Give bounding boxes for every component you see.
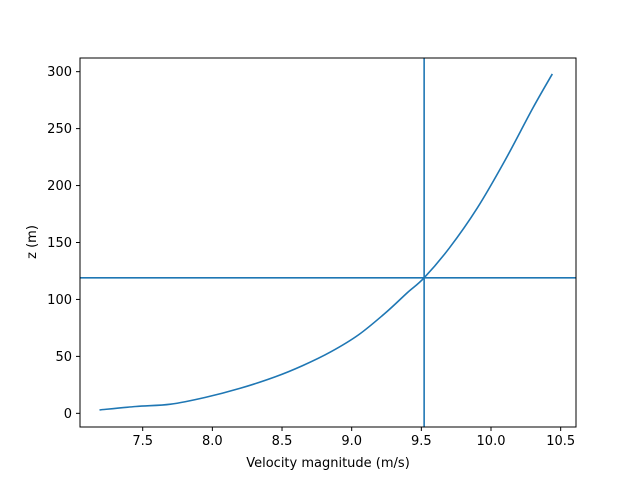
x-tick-label: 10.0 <box>477 434 506 449</box>
x-tick-label: 8.0 <box>202 434 223 449</box>
x-tick-label: 10.5 <box>546 434 575 449</box>
y-tick-label: 50 <box>55 350 72 365</box>
x-tick-label: 9.0 <box>341 434 362 449</box>
x-axis-label: Velocity magnitude (m/s) <box>246 456 410 471</box>
axis-ticks: 7.5 8.0 8.5 9.0 9.5 10.0 10.5 0 50 100 150 200 250 30… <box>47 65 575 449</box>
y-axis-label: z (m) <box>25 225 40 259</box>
y-tick-label: 250 <box>47 122 72 137</box>
series-line-0 <box>99 73 554 411</box>
y-tick-label: 150 <box>47 236 72 251</box>
plot-content <box>80 58 576 427</box>
plot-frame <box>79 57 577 428</box>
y-tick-label: 100 <box>47 293 72 308</box>
x-tick-label: 7.5 <box>132 434 153 449</box>
y-tick-label: 0 <box>64 407 72 422</box>
plot-area <box>80 58 576 427</box>
x-tick-label: 9.5 <box>411 434 432 449</box>
x-tick-label: 8.5 <box>272 434 293 449</box>
y-tick-label: 200 <box>47 179 72 194</box>
y-tick-label: 300 <box>47 65 72 80</box>
